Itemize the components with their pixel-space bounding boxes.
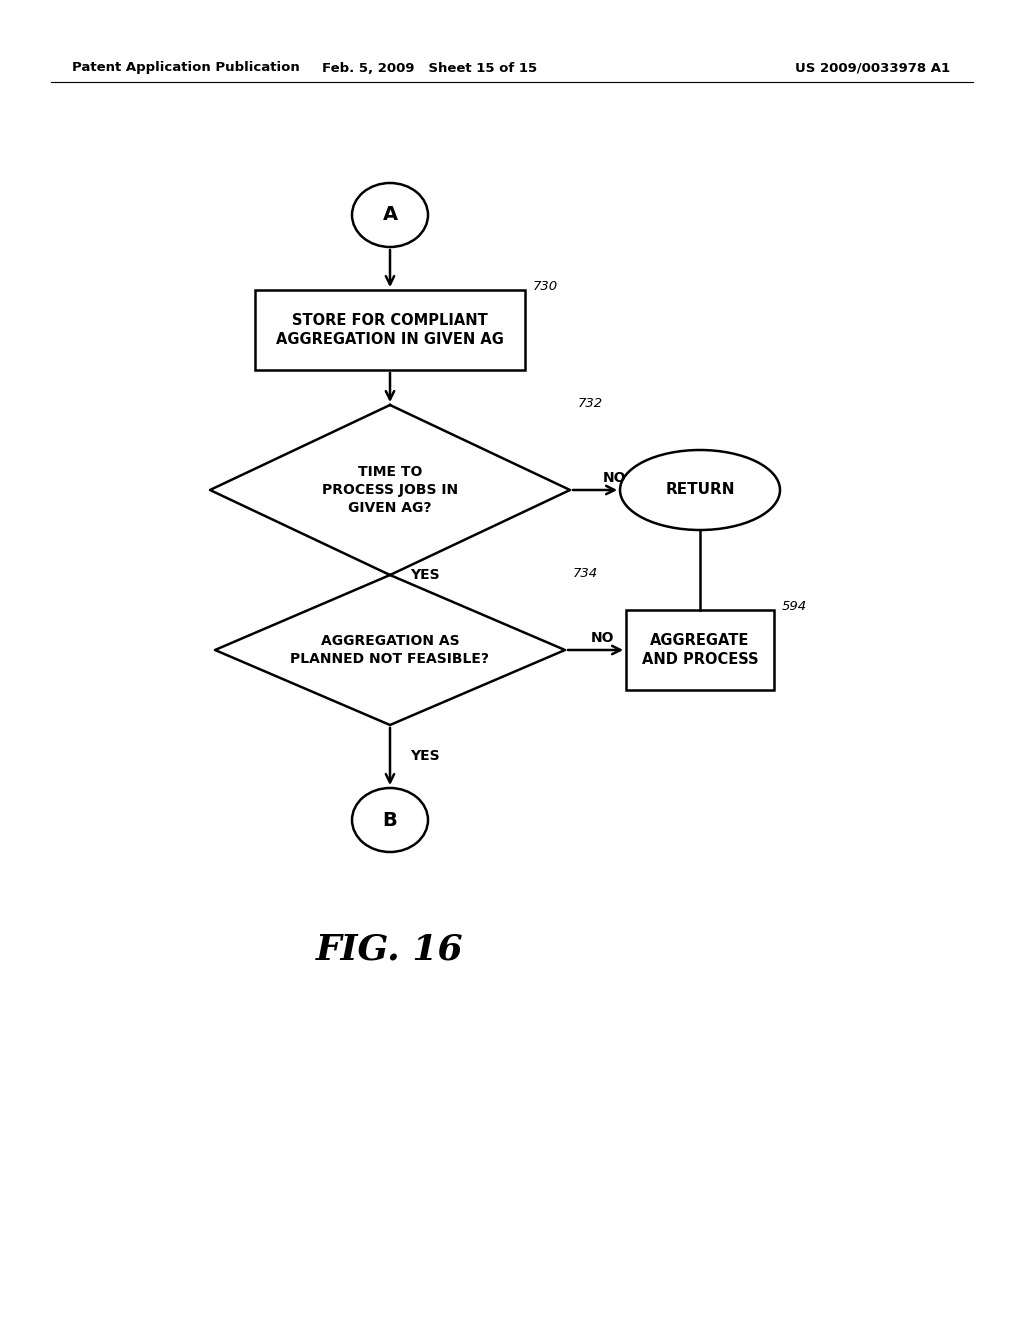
Text: AGGREGATION AS
PLANNED NOT FEASIBLE?: AGGREGATION AS PLANNED NOT FEASIBLE? <box>291 634 489 667</box>
Bar <box>626 610 774 690</box>
Text: RETURN: RETURN <box>666 483 735 498</box>
Text: 594: 594 <box>782 601 807 612</box>
Text: NO: NO <box>591 631 614 645</box>
Bar <box>255 290 525 370</box>
Text: STORE FOR COMPLIANT
AGGREGATION IN GIVEN AG: STORE FOR COMPLIANT AGGREGATION IN GIVEN… <box>276 313 504 347</box>
Text: B: B <box>383 810 397 829</box>
Text: AGGREGATE
AND PROCESS: AGGREGATE AND PROCESS <box>642 632 759 668</box>
Text: 732: 732 <box>578 397 603 411</box>
Text: Feb. 5, 2009   Sheet 15 of 15: Feb. 5, 2009 Sheet 15 of 15 <box>323 62 538 74</box>
Text: TIME TO
PROCESS JOBS IN
GIVEN AG?: TIME TO PROCESS JOBS IN GIVEN AG? <box>322 465 458 515</box>
Text: US 2009/0033978 A1: US 2009/0033978 A1 <box>795 62 950 74</box>
Text: YES: YES <box>411 750 440 763</box>
Text: 734: 734 <box>573 568 598 579</box>
Text: NO: NO <box>603 471 627 484</box>
Text: 730: 730 <box>534 280 558 293</box>
Text: FIG. 16: FIG. 16 <box>316 933 464 968</box>
Text: A: A <box>382 206 397 224</box>
Text: YES: YES <box>411 568 440 582</box>
Text: Patent Application Publication: Patent Application Publication <box>72 62 300 74</box>
